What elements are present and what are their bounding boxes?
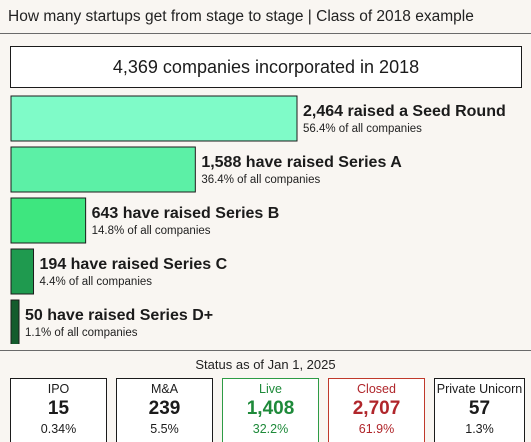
- status-percent: 0.34%: [40, 422, 77, 436]
- page-title: How many startups get from stage to stag…: [0, 0, 531, 34]
- status-box-live: Live 1,408 32.2%: [222, 378, 319, 442]
- status-value: 1,408: [246, 398, 295, 419]
- status-value: 57: [468, 398, 491, 419]
- status-value: 15: [47, 398, 70, 419]
- status-percent: 1.3%: [465, 422, 494, 436]
- bar-series-b: [10, 197, 87, 244]
- funnel-bar-chart: 2,464 raised a Seed Round 56.4% of all co…: [10, 95, 506, 344]
- status-box-ipo: IPO 15 0.34%: [10, 378, 107, 442]
- bar-label: 2,464 raised a Seed Round: [303, 103, 506, 120]
- status-label: Private Unicorn: [436, 382, 523, 396]
- status-label: M&A: [150, 382, 179, 396]
- status-value: 2,707: [352, 398, 401, 419]
- bar-label: 1,588 have raised Series A: [201, 154, 402, 171]
- status-title: Status as of Jan 1, 2025: [195, 357, 336, 372]
- bar-percent-label: 1.1% of all companies: [25, 327, 138, 339]
- bar-percent-label: 56.4% of all companies: [303, 123, 422, 135]
- bar-series-a: [10, 146, 196, 193]
- status-percent: 32.2%: [252, 422, 289, 436]
- status-value: 239: [148, 398, 181, 419]
- bar-percent-label: 14.8% of all companies: [92, 225, 211, 237]
- bar-percent-label: 4.4% of all companies: [40, 276, 153, 288]
- status-label: Live: [259, 382, 282, 396]
- status-label: Closed: [357, 382, 396, 396]
- status-box-private-unicorn: Private Unicorn 57 1.3%: [434, 378, 525, 442]
- status-percent: 61.9%: [358, 422, 395, 436]
- total-companies-label: 4,369 companies incorporated in 2018: [112, 57, 420, 77]
- bar-label: 50 have raised Series D+: [25, 307, 213, 324]
- status-label: IPO: [47, 382, 70, 396]
- bar-label: 194 have raised Series C: [40, 256, 228, 273]
- status-percent: 5.5%: [150, 422, 179, 436]
- total-companies-box: 4,369 companies incorporated in 2018: [10, 46, 522, 88]
- bar-series-d-: [10, 299, 20, 344]
- bar-label: 643 have raised Series B: [92, 205, 280, 222]
- bar-seed-round: [10, 95, 298, 142]
- bar-percent-label: 36.4% of all companies: [201, 174, 320, 186]
- status-box-closed: Closed 2,707 61.9%: [328, 378, 425, 442]
- status-box-ma: M&A 239 5.5%: [116, 378, 213, 442]
- section-divider: [0, 350, 531, 351]
- bar-series-c: [10, 248, 35, 295]
